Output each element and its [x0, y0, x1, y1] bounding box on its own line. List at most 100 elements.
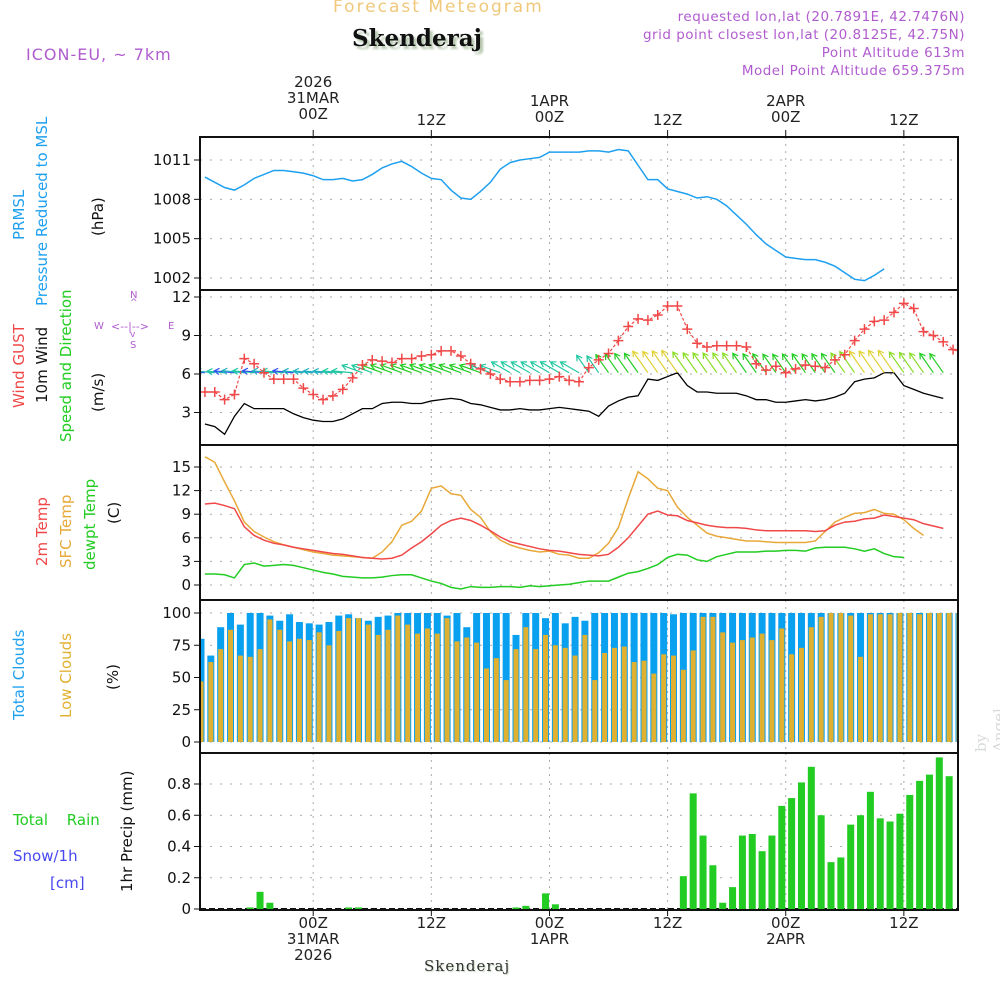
- y-tick-label: 0.4: [167, 838, 191, 856]
- top-time-label: 12Z: [889, 112, 918, 128]
- total-cloud-bar: [463, 627, 471, 742]
- wind-gust-marker: [436, 345, 447, 356]
- rain-bar: [768, 835, 776, 909]
- wind-gust-marker: [239, 353, 250, 364]
- top-time-label-line: 12Z: [889, 111, 919, 129]
- wind-arrow: [661, 350, 678, 374]
- wind-gust-marker: [337, 384, 348, 395]
- y-tick-label: 15: [172, 458, 191, 476]
- temp-sfc-label: SFC Temp: [57, 494, 75, 568]
- low-cloud-bar: [926, 613, 932, 742]
- low-cloud-bar: [355, 618, 361, 742]
- y-tick-label: 12: [172, 482, 191, 500]
- wind-arrow-head: [623, 352, 631, 360]
- low-cloud-bar: [336, 631, 342, 742]
- rain-bar: [699, 835, 707, 909]
- wind-gust-marker: [465, 358, 476, 369]
- wind-gust-marker: [278, 374, 289, 385]
- total-cloud-bar: [817, 613, 825, 742]
- top-time-label-line: 2APR: [766, 92, 806, 110]
- wind-arrow: [742, 353, 757, 374]
- wind-arrow-head: [200, 367, 202, 376]
- snow-legend: Snow/1h: [13, 847, 78, 865]
- rain-bar: [512, 907, 520, 909]
- low-cloud-bar: [415, 633, 421, 742]
- bottom-time-label-line: 00Z: [771, 914, 801, 932]
- wind-arrow-head: [220, 367, 228, 375]
- bottom-time-label: 00Z 31MAR 2026: [287, 915, 340, 963]
- wind-arrow: [801, 353, 816, 374]
- rain-bar: [748, 834, 756, 909]
- wind-gust-marker: [357, 360, 368, 371]
- wind-gust-marker: [908, 303, 919, 314]
- wind-arrow-head: [576, 354, 583, 362]
- bottom-time-label-line: 2APR: [766, 930, 806, 948]
- wind-gust-marker: [544, 374, 555, 385]
- low-cloud-bar: [562, 647, 568, 742]
- model-label: ICON-EU, ~ 7km: [26, 45, 172, 64]
- total-cloud-bar: [906, 613, 914, 742]
- rain-bar: [916, 780, 924, 909]
- rain-bar: [729, 887, 737, 909]
- wind-gust-marker: [780, 367, 791, 378]
- temp-2m-label: 2m Temp: [33, 497, 51, 566]
- y-tick-label: 0.2: [167, 869, 191, 887]
- low-cloud-bar: [326, 645, 332, 742]
- wind-arrow-head: [712, 352, 719, 360]
- wind-arrow-head: [909, 352, 916, 360]
- wind-arrow: [772, 353, 787, 374]
- low-cloud-bar: [720, 632, 726, 742]
- low-cloud-bar: [306, 640, 312, 742]
- wind-arrow: [762, 353, 777, 374]
- snow-unit: [cm]: [50, 874, 85, 892]
- wind-arrow: [821, 353, 836, 374]
- wind-gust-marker: [455, 351, 466, 362]
- temp-2m-line: [204, 502, 944, 560]
- total-cloud-bar: [295, 622, 303, 742]
- wind-arrow: [848, 350, 865, 374]
- wind-gust-marker: [761, 365, 772, 376]
- total-cloud-bar: [532, 613, 540, 742]
- wind-arrow-head: [549, 361, 557, 368]
- low-cloud-bar: [759, 633, 765, 742]
- wind-arrow: [702, 352, 718, 374]
- wind-arrow: [586, 355, 600, 374]
- low-cloud-bar: [779, 628, 785, 742]
- low-cloud-bar: [375, 634, 381, 742]
- rain-legend: Total Rain: [13, 811, 100, 829]
- low-cloud-bar: [257, 649, 263, 742]
- pressure-line: [204, 148, 885, 282]
- wind-arrow-head: [359, 363, 368, 371]
- wind-gust-marker: [229, 389, 240, 400]
- wind-arrow: [530, 361, 550, 374]
- wind-gust-marker: [800, 360, 811, 371]
- requested-coords: requested lon,lat (20.7891E, 42.7476N): [677, 9, 965, 25]
- rain-bar: [758, 851, 766, 909]
- total-cloud-bar: [246, 613, 254, 742]
- wind-arrow-head: [702, 352, 709, 360]
- wind-gust-marker: [583, 362, 594, 373]
- wind-arrow-head: [539, 361, 547, 368]
- wind-arrow-head: [672, 351, 679, 359]
- rain-bar: [256, 891, 264, 909]
- wind-arrow: [429, 364, 452, 374]
- panel-data: [200, 757, 958, 910]
- total-cloud-bar: [945, 613, 953, 742]
- total-cloud-bar: [512, 634, 520, 742]
- total-cloud-bar: [709, 613, 717, 742]
- pressure-unit: (hPa): [89, 197, 107, 236]
- wind-arrow: [214, 370, 235, 374]
- wind-arrow: [540, 361, 560, 374]
- wind-arrow: [351, 364, 373, 374]
- wind-arrow-head: [830, 352, 837, 360]
- low-cloud-bar: [582, 634, 588, 742]
- low-cloud-bar: [739, 640, 745, 742]
- wind-gust-marker: [475, 363, 486, 374]
- wind-gust-marker: [219, 394, 230, 405]
- wind-speed-dir-label: Speed and Direction: [57, 289, 75, 442]
- rain-bar: [709, 865, 717, 909]
- total-cloud-bar: [925, 613, 933, 742]
- rain-bar: [876, 818, 884, 909]
- wind-gust-marker: [377, 356, 388, 367]
- bottom-time-label-line: 31MAR: [286, 930, 340, 948]
